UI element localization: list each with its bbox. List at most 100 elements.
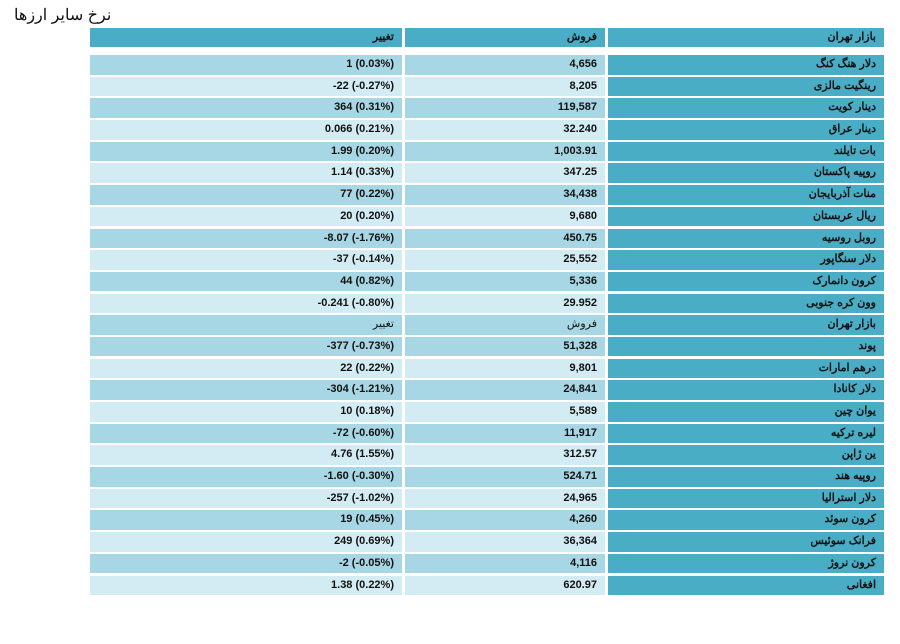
cell-market: دلار هنگ کنگ bbox=[608, 55, 884, 75]
cell-market: فرانک سوئیس bbox=[608, 532, 884, 552]
table-body-group-1: 1 (0.03%) 4,656 دلار هنگ کنگ -22 (-0.27%) 8,… bbox=[90, 55, 884, 314]
cell-change: 10 (0.18%) bbox=[90, 402, 402, 422]
cell-market: روپیه پاکستان bbox=[608, 163, 884, 183]
cell-sell: 4,656 bbox=[405, 55, 605, 75]
cell-market: روپیه هند bbox=[608, 467, 884, 487]
table-row: -257 (-1.02%) 24,965 دلار استرالیا bbox=[90, 488, 884, 509]
cell-sell: 34,438 bbox=[405, 185, 605, 205]
cell-sell: 347.25 bbox=[405, 163, 605, 183]
cell-change: 19 (0.45%) bbox=[90, 510, 402, 530]
table-row: -8.07 (-1.76%) 450.75 روبل روسیه bbox=[90, 228, 884, 248]
cell-change: 44 (0.82%) bbox=[90, 271, 402, 292]
table-row: 0.066 (0.21%) 32.240 دینار عراق bbox=[90, 120, 884, 140]
cell-market: کرون دانمارک bbox=[608, 271, 884, 292]
cell-change: 77 (0.22%) bbox=[90, 185, 402, 205]
cell-change: -1.60 (-0.30%) bbox=[90, 467, 402, 487]
cell-market: روبل روسیه bbox=[608, 228, 884, 248]
cell-sell: 36,364 bbox=[405, 532, 605, 552]
cell-sell: 5,336 bbox=[405, 271, 605, 292]
cell-change: 1.38 (0.22%) bbox=[90, 575, 402, 595]
cell-market: لیره ترکیه bbox=[608, 423, 884, 444]
cell-sell: 312.57 bbox=[405, 445, 605, 465]
cell-change: -22 (-0.27%) bbox=[90, 76, 402, 97]
cell-market: بات تایلند bbox=[608, 141, 884, 162]
cell-market: یوان چین bbox=[608, 402, 884, 422]
cell-sell: 4,116 bbox=[405, 553, 605, 574]
cell-market: ریال عربستان bbox=[608, 206, 884, 227]
cell-change: 364 (0.31%) bbox=[90, 98, 402, 118]
cell-sell: 24,841 bbox=[405, 380, 605, 400]
cell-sell: 620.97 bbox=[405, 575, 605, 595]
cell-sell: 119,587 bbox=[405, 98, 605, 118]
cell-sell: 25,552 bbox=[405, 250, 605, 270]
cell-change: -72 (-0.60%) bbox=[90, 423, 402, 444]
table-row: 19 (0.45%) 4,260 کرون سوئد bbox=[90, 510, 884, 530]
cell-sell: 5,589 bbox=[405, 402, 605, 422]
cell-sell: 24,965 bbox=[405, 488, 605, 509]
table-row: 22 (0.22%) 9,801 درهم امارات bbox=[90, 358, 884, 379]
table-row: 77 (0.22%) 34,438 منات آذربایجان bbox=[90, 185, 884, 205]
table-row: -304 (-1.21%) 24,841 دلار کانادا bbox=[90, 380, 884, 400]
cell-change: -304 (-1.21%) bbox=[90, 380, 402, 400]
page-title: نرخ سایر ارزها bbox=[14, 7, 112, 24]
table-header: تغییر فروش بازار تهران bbox=[90, 28, 884, 47]
cell-sell: 8,205 bbox=[405, 76, 605, 97]
column-subheader-sell: فروش bbox=[405, 315, 605, 335]
table-row: -377 (-0.73%) 51,328 پوند bbox=[90, 336, 884, 357]
table-row: -1.60 (-0.30%) 524.71 روپیه هند bbox=[90, 467, 884, 487]
cell-change: -2 (-0.05%) bbox=[90, 553, 402, 574]
cell-market: ین ژاپن bbox=[608, 445, 884, 465]
cell-change: -8.07 (-1.76%) bbox=[90, 228, 402, 248]
cell-sell: 32.240 bbox=[405, 120, 605, 140]
cell-sell: 51,328 bbox=[405, 336, 605, 357]
cell-market: رینگیت مالزی bbox=[608, 76, 884, 97]
cell-market: دینار کویت bbox=[608, 98, 884, 118]
column-header-market: بازار تهران bbox=[608, 28, 884, 47]
cell-market: درهم امارات bbox=[608, 358, 884, 379]
table-row: -22 (-0.27%) 8,205 رینگیت مالزی bbox=[90, 76, 884, 97]
cell-change: 1 (0.03%) bbox=[90, 55, 402, 75]
table-row: 249 (0.69%) 36,364 فرانک سوئیس bbox=[90, 532, 884, 552]
cell-market: دلار کانادا bbox=[608, 380, 884, 400]
table-row: -37 (-0.14%) 25,552 دلار سنگاپور bbox=[90, 250, 884, 270]
cell-market: دلار سنگاپور bbox=[608, 250, 884, 270]
cell-change: 1.14 (0.33%) bbox=[90, 163, 402, 183]
cell-market: پوند bbox=[608, 336, 884, 357]
table-row: 1.14 (0.33%) 347.25 روپیه پاکستان bbox=[90, 163, 884, 183]
table-row: 364 (0.31%) 119,587 دینار کویت bbox=[90, 98, 884, 118]
column-subheader-market: بازار تهران bbox=[608, 315, 884, 335]
cell-market: افغانی bbox=[608, 575, 884, 595]
cell-change: -257 (-1.02%) bbox=[90, 488, 402, 509]
cell-sell: 524.71 bbox=[405, 467, 605, 487]
cell-change: 4.76 (1.55%) bbox=[90, 445, 402, 465]
cell-sell: 450.75 bbox=[405, 228, 605, 248]
cell-market: کرون سوئد bbox=[608, 510, 884, 530]
table-row: 20 (0.20%) 9,680 ریال عربستان bbox=[90, 206, 884, 227]
cell-market: دلار استرالیا bbox=[608, 488, 884, 509]
cell-sell: 29.952 bbox=[405, 293, 605, 314]
table-row: 1 (0.03%) 4,656 دلار هنگ کنگ bbox=[90, 55, 884, 75]
cell-sell: 11,917 bbox=[405, 423, 605, 444]
table-row: 1.38 (0.22%) 620.97 افغانی bbox=[90, 575, 884, 595]
cell-change: -37 (-0.14%) bbox=[90, 250, 402, 270]
cell-market: دینار عراق bbox=[608, 120, 884, 140]
cell-sell: 9,680 bbox=[405, 206, 605, 227]
table-row: 1.99 (0.20%) 1,003.91 بات تایلند bbox=[90, 141, 884, 162]
column-subheader-change: تغییر bbox=[90, 315, 402, 335]
table-row: -0.241 (-0.80%) 29.952 وون کره جنوبی bbox=[90, 293, 884, 314]
cell-change: -0.241 (-0.80%) bbox=[90, 293, 402, 314]
cell-change: 1.99 (0.20%) bbox=[90, 141, 402, 162]
rates-table: تغییر فروش بازار تهران 1 (0.03%) 4,656 دلا… bbox=[90, 28, 884, 597]
cell-sell: 4,260 bbox=[405, 510, 605, 530]
cell-change: 22 (0.22%) bbox=[90, 358, 402, 379]
cell-change: 249 (0.69%) bbox=[90, 532, 402, 552]
table-body-group-2: -377 (-0.73%) 51,328 پوند 22 (0.22%) 9,801 در… bbox=[90, 336, 884, 595]
cell-sell: 9,801 bbox=[405, 358, 605, 379]
table-row: 44 (0.82%) 5,336 کرون دانمارک bbox=[90, 271, 884, 292]
column-header-sell: فروش bbox=[405, 28, 605, 47]
cell-market: منات آذربایجان bbox=[608, 185, 884, 205]
cell-sell: 1,003.91 bbox=[405, 141, 605, 162]
table-row: -72 (-0.60%) 11,917 لیره ترکیه bbox=[90, 423, 884, 444]
table-subheader: تغییر فروش بازار تهران bbox=[90, 315, 884, 335]
cell-market: وون کره جنوبی bbox=[608, 293, 884, 314]
